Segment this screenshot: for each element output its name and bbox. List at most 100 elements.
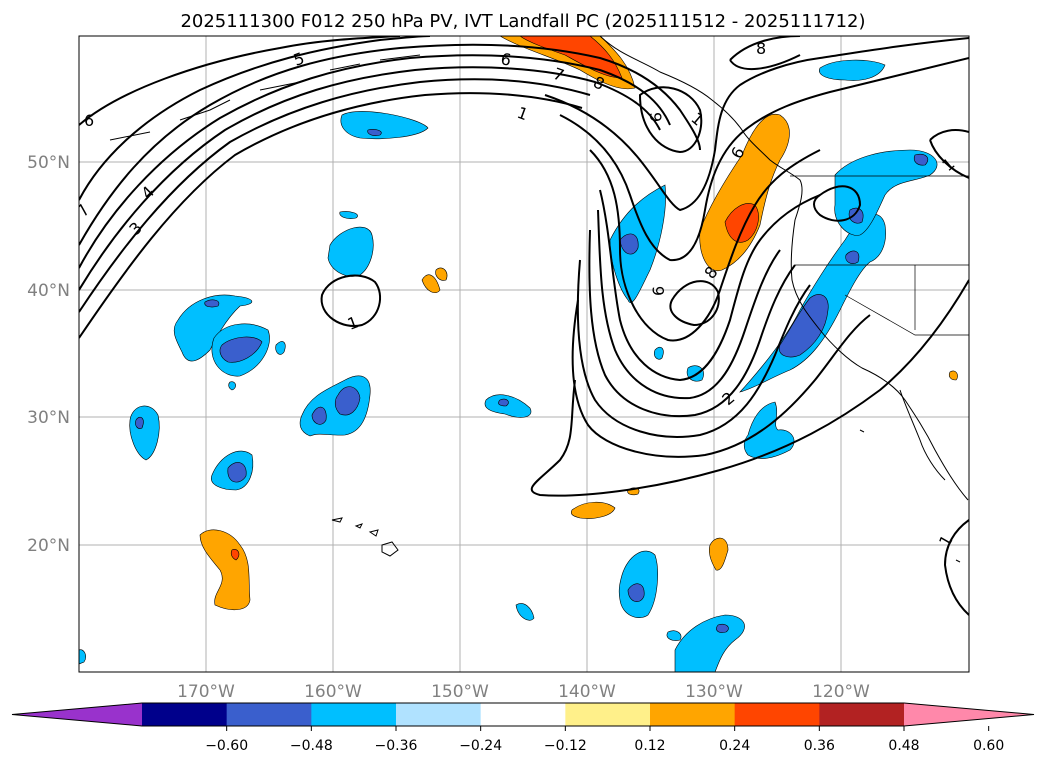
pv-contour — [79, 54, 671, 269]
lon-label-150w: 150°W — [431, 682, 489, 702]
colorbar-extend-high — [904, 703, 1034, 726]
colorbar-swatch — [396, 703, 482, 726]
ivt-patch — [334, 386, 361, 416]
ivt-patch — [367, 129, 382, 136]
colorbar-tick-label: 0.36 — [804, 738, 835, 754]
lon-label-120w: 120°W — [812, 682, 870, 702]
lat-label-20n: 20°N — [27, 536, 70, 556]
ivt-patch — [708, 537, 729, 571]
island — [331, 517, 399, 557]
colorbar-swatch — [311, 703, 397, 726]
lat-label-30n: 30°N — [27, 408, 70, 428]
map-frame — [78, 35, 970, 673]
lon-label-160w: 160°W — [304, 682, 362, 702]
ivt-patch — [743, 401, 795, 459]
contour-label: 8 — [756, 39, 766, 58]
latitude-labels: 50°N 40°N 30°N 20°N — [27, 153, 70, 556]
ivt-patch — [204, 299, 220, 308]
ivt-patch — [653, 346, 664, 360]
ivt-patch — [627, 583, 645, 602]
pv-contour — [79, 66, 661, 291]
ivt-patch — [219, 336, 263, 363]
pv-contour — [588, 229, 796, 418]
colorbar-tick-label: −0.36 — [375, 738, 418, 754]
ivt-patch — [199, 529, 251, 610]
colorbar-swatch — [480, 703, 566, 726]
colorbar-tick-label: 0.24 — [719, 738, 750, 754]
contour-label: 6 — [84, 111, 94, 130]
ivt-patch — [778, 294, 829, 358]
pv-contour — [589, 149, 821, 342]
contour-label: 6 — [499, 49, 512, 69]
ivt-patch — [666, 630, 682, 641]
ivt-patch — [79, 649, 86, 665]
lat-label-40n: 40°N — [27, 281, 70, 301]
ivt-patch — [515, 603, 535, 621]
pv-contour — [571, 299, 871, 458]
ivt-patch — [135, 416, 144, 429]
coastline — [599, 36, 969, 501]
pv-contour — [929, 129, 969, 179]
pv-contours — [79, 36, 969, 616]
ivt-patch — [570, 501, 616, 519]
colorbar-tick-label: −0.24 — [459, 738, 502, 754]
ivt-patch — [699, 113, 790, 272]
colorbar-tick-label: 0.60 — [973, 738, 1004, 754]
lon-label-130w: 130°W — [685, 682, 743, 702]
pv-contour — [320, 274, 382, 327]
coastline — [899, 389, 946, 481]
state-border — [790, 175, 969, 336]
pv-contour — [79, 43, 701, 246]
lat-label-50n: 50°N — [27, 153, 70, 173]
pv-contour — [79, 78, 591, 313]
colorbar-tick-label: 0.12 — [634, 738, 665, 754]
island — [859, 429, 961, 563]
ivt-patch — [230, 549, 240, 561]
pv-contour — [544, 37, 969, 212]
pv-contour — [576, 259, 811, 438]
pv-contour — [943, 519, 969, 616]
figure-title: 2025111300 F012 250 hPa PV, IVT Landfall… — [180, 11, 865, 32]
lon-label-140w: 140°W — [558, 682, 616, 702]
pv-contour — [530, 279, 969, 497]
ivt-patch — [484, 394, 532, 418]
ivt-patch — [519, 36, 623, 79]
ivt-negative-patches — [79, 59, 938, 672]
ivt-patch — [421, 274, 441, 293]
pv-contour — [79, 36, 401, 126]
pv-contour — [813, 185, 862, 222]
colorbar-extend-low — [12, 703, 142, 726]
ivt-patch — [498, 398, 509, 407]
ivt-patch — [173, 294, 253, 362]
ivt-patch — [311, 406, 327, 425]
ivt-patch — [845, 250, 860, 264]
pv-contour — [669, 280, 720, 327]
ivt-patch — [327, 226, 374, 277]
colorbar-outline — [11, 702, 1035, 727]
ivt-patch — [716, 623, 729, 633]
pv-contour — [79, 92, 583, 339]
colorbar-swatch — [226, 703, 312, 726]
ivt-patch — [948, 370, 958, 381]
coastlines — [109, 36, 969, 563]
colorbar-swatch — [565, 703, 651, 726]
longitude-labels: 170°W 160°W 150°W 140°W 130°W 120°W — [177, 682, 870, 702]
pv-contour — [597, 209, 781, 400]
contour-label: 9 — [646, 112, 665, 122]
pv-contour — [638, 86, 703, 154]
colorbar-tick-label: −0.12 — [544, 738, 587, 754]
pv-contour — [599, 189, 821, 382]
colorbar-swatch — [650, 703, 736, 726]
ivt-patch — [913, 153, 929, 166]
pv-contour — [79, 36, 431, 201]
ivt-patch — [819, 59, 886, 81]
colorbar-tick-label: −0.60 — [205, 738, 248, 754]
ivt-patch — [227, 462, 247, 483]
ivt-patch — [340, 111, 429, 139]
contour-label: 6 — [649, 286, 668, 296]
ivt-patch — [619, 233, 639, 255]
pv-contour — [559, 57, 969, 262]
lon-label-170w: 170°W — [177, 682, 235, 702]
colorbar-tick-label: −0.48 — [290, 738, 333, 754]
